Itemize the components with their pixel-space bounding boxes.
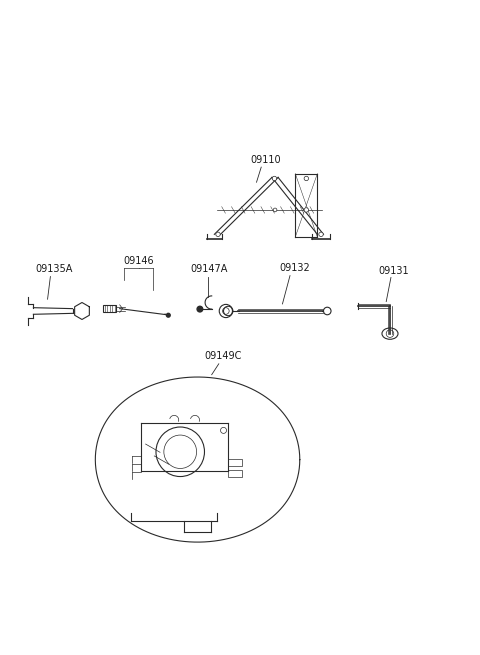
Text: 09131: 09131 [378, 266, 408, 276]
Circle shape [197, 307, 203, 312]
Circle shape [273, 208, 277, 212]
Text: 09149C: 09149C [205, 352, 242, 362]
Circle shape [216, 232, 220, 236]
Circle shape [319, 232, 323, 236]
Text: 09135A: 09135A [35, 264, 72, 274]
Text: 09147A: 09147A [191, 264, 228, 274]
Circle shape [272, 176, 276, 181]
Bar [228, 470, 242, 477]
Circle shape [304, 208, 309, 212]
Bar [103, 305, 117, 312]
Text: 09132: 09132 [280, 263, 311, 273]
Circle shape [167, 313, 170, 317]
Text: 09110: 09110 [251, 155, 281, 165]
Bar [228, 459, 242, 466]
Text: 09146: 09146 [123, 256, 154, 266]
Circle shape [304, 176, 309, 181]
